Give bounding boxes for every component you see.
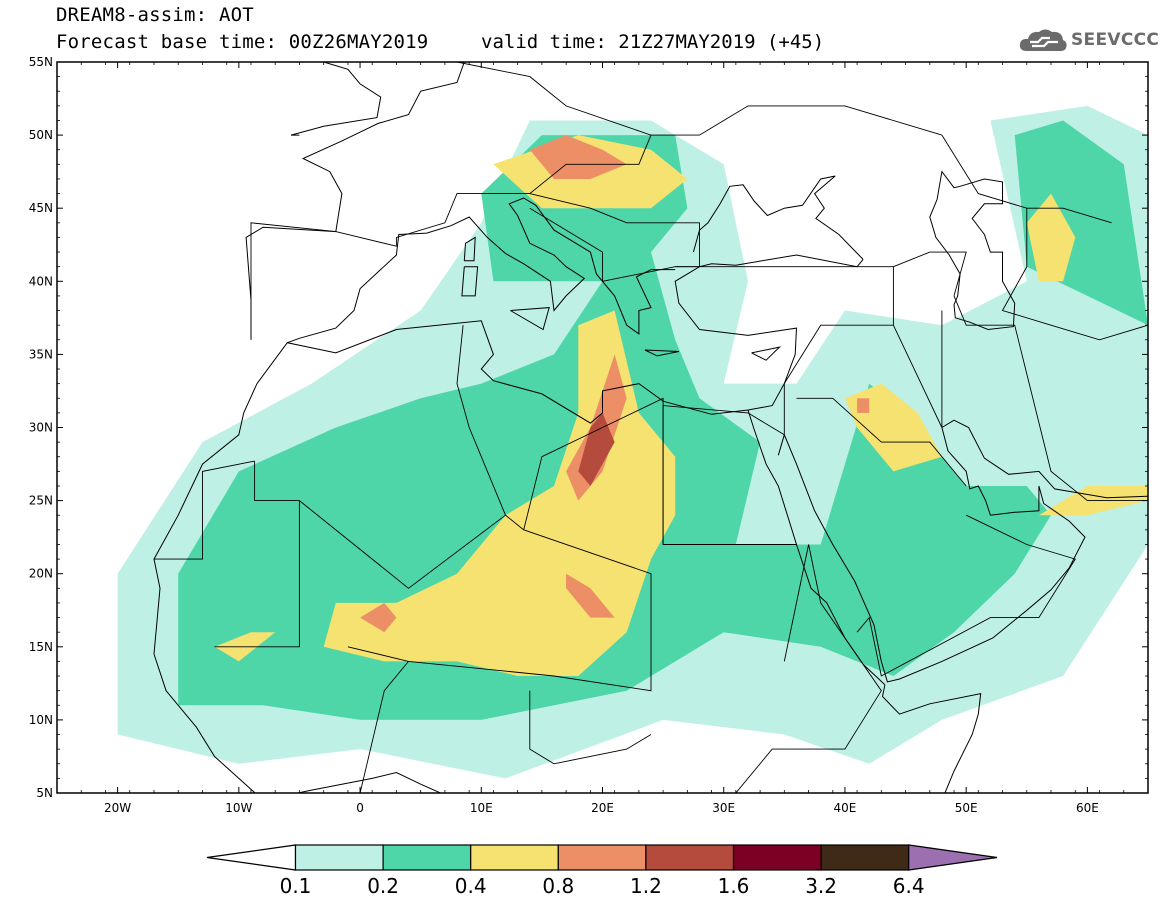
lon-label: 20W <box>104 801 131 815</box>
coastline <box>692 175 864 260</box>
coastline <box>747 409 886 686</box>
cloud-icon <box>1019 29 1067 51</box>
coastline <box>461 266 479 297</box>
aot-level-5-region <box>578 412 615 486</box>
aot-level-4-region <box>857 398 870 413</box>
lat-label: 5N <box>36 786 53 800</box>
colorbar-label: 1.2 <box>630 874 662 898</box>
colorbar-segment <box>557 844 647 871</box>
country-border <box>783 310 943 435</box>
colorbar-segment <box>732 844 822 871</box>
aot-level-4-region <box>529 135 627 179</box>
country-border <box>675 266 894 326</box>
lat-label: 10N <box>29 713 53 727</box>
lat-label: 40N <box>29 274 53 288</box>
colorbar-label: 0.1 <box>280 874 312 898</box>
coastline <box>287 197 676 344</box>
lat-label: 35N <box>29 347 53 361</box>
lon-label: 10E <box>470 801 493 815</box>
chart-title: DREAM8-assim: AOT <box>56 4 254 26</box>
lon-label: 20E <box>591 801 614 815</box>
colorbar-label: 3.2 <box>805 874 837 898</box>
lat-label: 25N <box>29 494 53 508</box>
coastline <box>153 653 442 793</box>
country-border <box>523 397 797 545</box>
aot-level-4-region <box>566 573 615 618</box>
country-border <box>651 105 943 136</box>
country-border <box>1001 208 1148 341</box>
coastline <box>510 307 550 331</box>
latitude-labels: 55N 50N 45N 40N 35N 30N 25N 20N 15N 10N 5N <box>29 55 53 800</box>
lon-label: 60E <box>1076 801 1099 815</box>
coastline <box>777 427 1086 683</box>
coastline <box>881 684 982 793</box>
lon-label: 40E <box>834 801 857 815</box>
country-border <box>796 397 967 487</box>
coastlines <box>153 62 1148 793</box>
colorbar-segment <box>820 844 910 871</box>
coastline <box>751 346 782 361</box>
country-border <box>893 251 967 297</box>
dust-aot-field <box>117 105 1148 779</box>
aot-level-3-region <box>1026 193 1076 282</box>
lat-label: 30N <box>29 421 53 435</box>
colorbar-labels: 0.1 0.2 0.4 0.8 1.2 1.6 3.2 6.4 <box>280 874 925 898</box>
logo-text: SEEVCCC <box>1071 30 1160 50</box>
coastline <box>941 419 1148 499</box>
lat-label: 20N <box>29 567 53 581</box>
colorbar-over-arrow <box>908 844 998 871</box>
colorbar-label: 0.2 <box>367 874 399 898</box>
colorbar-segment <box>645 844 735 871</box>
colorbar-segment <box>382 844 472 871</box>
lat-label: 15N <box>29 640 53 654</box>
colorbar-label: 0.4 <box>455 874 487 898</box>
colorbar-segment <box>294 844 384 871</box>
valid-time: valid time: 21Z27MAY2019 (+45) <box>481 31 825 53</box>
country-border <box>154 460 255 560</box>
coastline <box>290 62 382 136</box>
colorbar <box>206 844 998 871</box>
colorbar-label: 6.4 <box>893 874 925 898</box>
aot-level-3-region <box>323 310 676 676</box>
country-border <box>456 325 506 516</box>
coastline <box>245 62 465 340</box>
forecast-base-time: Forecast base time: 00Z26MAY2019 <box>56 31 429 53</box>
lat-label: 45N <box>29 201 53 215</box>
lon-label: 30E <box>712 801 735 815</box>
colorbar-segment <box>470 844 559 871</box>
coastline <box>644 349 679 357</box>
lon-label: 10W <box>225 801 252 815</box>
lat-label: 50N <box>29 128 53 142</box>
lon-label: 50E <box>955 801 978 815</box>
colorbar-label: 0.8 <box>542 874 574 898</box>
country-border <box>529 690 652 765</box>
colorbar-under-arrow <box>206 844 297 871</box>
lat-label: 55N <box>29 55 53 69</box>
country-border <box>662 405 785 545</box>
longitude-labels: 20W 10W 0 10E 20E 30E 40E 50E 60E <box>104 801 1099 815</box>
coastline <box>153 254 864 655</box>
colorbar-label: 1.6 <box>718 874 750 898</box>
country-border <box>299 500 652 692</box>
lon-label: 0 <box>356 801 364 815</box>
coastline <box>929 170 1016 331</box>
country-border <box>735 544 882 793</box>
coastline <box>463 236 476 262</box>
aot-level-4-region <box>360 602 397 633</box>
country-border <box>856 514 1076 677</box>
seevccc-logo: SEEVCCC <box>1018 26 1159 54</box>
axis-ticks <box>56 61 1149 794</box>
country-border <box>250 62 652 340</box>
country-border <box>359 661 409 793</box>
country-borders <box>154 62 1148 793</box>
